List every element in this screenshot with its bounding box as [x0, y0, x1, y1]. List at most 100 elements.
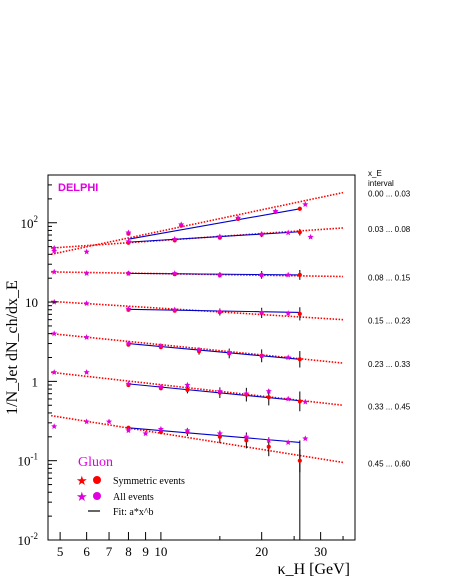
x-tick-label: 6: [83, 544, 90, 559]
fit-line-all: [51, 332, 344, 364]
symmetric-point: [217, 434, 222, 439]
all-events-star-marker: [285, 439, 292, 445]
all-events-star-marker: [265, 388, 272, 394]
x-tick-label: 20: [255, 544, 268, 559]
all-events-star-marker: [125, 380, 132, 387]
all-events-star-marker: [285, 310, 292, 316]
fit-line-all: [51, 271, 344, 278]
all-events-star-marker: [243, 433, 250, 440]
legend-dot-all-icon: [93, 492, 101, 500]
fit-line-symmetric: [128, 427, 300, 443]
all-events-star-marker: [125, 238, 132, 245]
all-events-star-marker: [125, 427, 132, 434]
symmetric-point: [297, 399, 302, 404]
symmetric-point: [266, 395, 271, 400]
all-events-star-marker: [235, 214, 242, 221]
all-events-star-marker: [157, 383, 164, 390]
symmetric-point: [185, 387, 190, 393]
fit-line-symmetric: [128, 208, 300, 240]
all-events-star-marker: [106, 418, 113, 425]
all-events-star-marker: [285, 229, 292, 236]
fit-line-all: [51, 371, 344, 407]
data-points: [51, 201, 314, 463]
error-bars: [127, 207, 301, 540]
x-tick-label: 5: [57, 544, 64, 559]
axis-ticks: [48, 184, 344, 541]
all-events-star-marker: [51, 369, 58, 375]
all-events-star-marker: [307, 233, 314, 240]
all-events-star-marker: [184, 381, 191, 388]
all-events-star-marker: [216, 233, 223, 240]
x-axis-title: κ_H [GeV]: [278, 561, 350, 578]
y-tick-label: 10-1: [18, 452, 39, 469]
interval-header-interval: interval: [368, 179, 394, 188]
all-events-star-marker: [216, 388, 223, 394]
all-events-star-marker: [51, 330, 58, 337]
all-events-star-marker: [171, 270, 178, 276]
all-events-star-marker: [171, 306, 178, 313]
interval-label: 0.15 ... 0.23: [368, 317, 411, 326]
all-events-star-marker: [258, 230, 265, 237]
all-events-star-marker: [125, 229, 132, 236]
legend-fit-label: Fit: a*x^b: [113, 507, 154, 518]
symmetric-point: [297, 230, 302, 235]
all-events-star-marker: [125, 270, 132, 276]
interval-label: 0.00 ... 0.03: [368, 190, 411, 199]
all-events-star-marker: [157, 425, 164, 432]
all-events-star-marker: [302, 435, 309, 442]
y-tick-label: 10: [25, 295, 38, 310]
symmetric-point: [297, 206, 302, 211]
all-events-star-marker: [171, 236, 178, 242]
all-events-star-marker: [83, 270, 90, 276]
all-events-star-marker: [243, 390, 250, 397]
y-tick-label: 102: [21, 214, 39, 231]
all-events-star-marker: [51, 247, 58, 254]
all-events-star-marker: [125, 305, 132, 312]
fit-line-symmetric: [128, 231, 300, 243]
fit-line-all: [51, 227, 344, 249]
x-tick-label: 7: [106, 544, 113, 559]
all-events-star-marker: [258, 309, 265, 316]
all-events-star-marker: [157, 342, 164, 349]
all-events-star-marker: [302, 398, 309, 405]
all-events-star-marker: [178, 221, 185, 228]
symmetric-point: [297, 357, 302, 362]
fit-lines: [50, 191, 344, 464]
all-events-star-marker: [196, 346, 203, 353]
fit-line-all: [51, 414, 344, 464]
interval-label: 0.03 ... 0.08: [368, 225, 411, 234]
y-tick-label: 10-2: [18, 531, 39, 548]
x-tick-label: 9: [142, 544, 149, 559]
x-tick-label: 30: [314, 544, 327, 559]
sample-label: Gluon: [78, 455, 113, 470]
fit-line-symmetric: [128, 383, 300, 402]
all-events-star-marker: [265, 437, 272, 444]
all-events-star-marker: [216, 308, 223, 315]
all-events-star-marker: [51, 268, 58, 275]
interval-label: 0.08 ... 0.15: [368, 274, 411, 283]
legend-symmetric-label: Symmetric events: [113, 476, 185, 487]
all-events-star-marker: [258, 271, 265, 278]
all-events-star-marker: [83, 418, 90, 425]
all-events-star-marker: [258, 352, 265, 359]
legend-star-all-icon: ★: [76, 489, 88, 504]
all-events-star-marker: [83, 248, 90, 255]
symmetric-point: [297, 458, 302, 463]
all-events-star-marker: [51, 244, 58, 251]
legend-all-label: All events: [113, 492, 154, 503]
experiment-label: DELPHI: [58, 182, 98, 194]
all-events-star-marker: [226, 349, 233, 356]
all-events-star-marker: [142, 430, 149, 437]
legend-dot-symmetric-icon: [93, 476, 101, 484]
legend: ★ Symmetric events ★ All events Fit: a*x…: [76, 473, 185, 518]
all-events-star-marker: [125, 340, 132, 347]
y-axis-title: 1/N_Jet dN_ch/dx_E: [4, 280, 21, 415]
legend-star-symmetric-icon: ★: [76, 473, 88, 488]
fit-line-symmetric: [128, 272, 300, 276]
all-events-star-marker: [302, 201, 309, 208]
all-events-star-marker: [83, 334, 90, 340]
symmetric-point: [297, 272, 302, 278]
symmetric-point: [266, 444, 271, 449]
all-events-star-marker: [184, 427, 191, 434]
